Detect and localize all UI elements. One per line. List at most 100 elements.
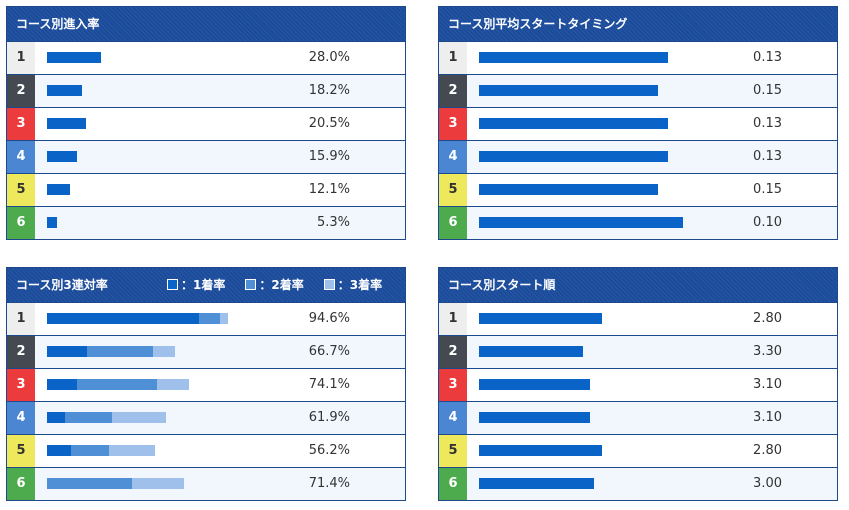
bar	[479, 346, 583, 357]
legend-second: ：2着率	[245, 268, 304, 302]
row-lane-5: 5 2.80	[439, 434, 837, 467]
value-label: 2.80	[753, 443, 782, 458]
bar	[479, 85, 658, 96]
bar-segment-2	[87, 346, 154, 357]
bar-segment-2	[76, 379, 158, 390]
bar-track	[479, 151, 709, 162]
row-lane-3: 3 3.10	[439, 368, 837, 401]
lane-number: 5	[439, 435, 467, 467]
bar-track	[47, 445, 277, 456]
row-lane-2: 2 18.2%	[7, 74, 405, 107]
bar-segment-3	[131, 478, 184, 489]
lane-number: 3	[7, 369, 35, 401]
value-label: 94.6%	[308, 311, 350, 326]
lane-number: 4	[7, 141, 35, 173]
value-label: 18.2%	[308, 83, 350, 98]
row-lane-4: 4 0.13	[439, 140, 837, 173]
row-lane-5: 5 12.1%	[7, 173, 405, 206]
bar-track	[479, 313, 709, 324]
bar-segment-1	[47, 445, 72, 456]
bar-track	[479, 379, 709, 390]
lane-number: 2	[7, 75, 35, 107]
bar-track	[47, 118, 277, 129]
lane-number: 5	[7, 174, 35, 206]
value-label: 20.5%	[308, 116, 350, 131]
legend-first: ：1着率	[167, 268, 225, 302]
lane-number: 1	[7, 42, 35, 74]
bar	[479, 445, 602, 456]
bar	[47, 85, 82, 96]
row-lane-1: 1 94.6%	[7, 302, 405, 335]
bar	[47, 151, 78, 162]
bar-track	[47, 379, 277, 390]
value-label: 56.2%	[308, 443, 350, 458]
lane-number: 4	[439, 141, 467, 173]
bar-segment-2	[47, 478, 132, 489]
bar-track	[47, 52, 277, 63]
bar-segment-3	[109, 445, 155, 456]
start-order-panel: コース別スタート順 1 2.80 2 3.30 3 3.10 4 3.10 5 2.80 6 3.00	[438, 267, 838, 501]
bar-track	[479, 346, 709, 357]
value-label: 2.80	[753, 311, 782, 326]
start-order-title: コース別スタート順	[439, 268, 837, 302]
bar-track	[47, 184, 277, 195]
row-lane-4: 4 15.9%	[7, 140, 405, 173]
value-label: 0.10	[753, 215, 782, 230]
value-label: 3.10	[753, 377, 782, 392]
bar-track	[479, 217, 709, 228]
row-lane-3: 3 74.1%	[7, 368, 405, 401]
row-lane-4: 4 61.9%	[7, 401, 405, 434]
value-label: 3.30	[753, 344, 782, 359]
bar-segment-3	[153, 346, 175, 357]
value-label: 71.4%	[308, 476, 350, 491]
value-label: 74.1%	[308, 377, 350, 392]
bar	[47, 184, 71, 195]
legend-first-swatch	[167, 279, 178, 290]
bar-segment-3	[219, 313, 229, 324]
bar	[479, 217, 684, 228]
value-label: 61.9%	[308, 410, 350, 425]
bar-segment-3	[157, 379, 190, 390]
value-label: 0.15	[753, 182, 782, 197]
bar-track	[47, 217, 277, 228]
row-lane-3: 3 0.13	[439, 107, 837, 140]
bar-track	[47, 313, 277, 324]
entry-rate-title: コース別進入率	[7, 7, 405, 41]
row-lane-5: 5 56.2%	[7, 434, 405, 467]
bar-segment-1	[47, 412, 66, 423]
bar	[479, 412, 591, 423]
lane-number: 1	[439, 42, 467, 74]
lane-number: 3	[439, 108, 467, 140]
bar-track	[479, 445, 709, 456]
legend-third-swatch	[323, 279, 335, 290]
bar-track	[479, 184, 709, 195]
bar	[47, 217, 58, 228]
lane-number: 2	[7, 336, 35, 368]
bar	[479, 151, 669, 162]
value-label: 0.13	[753, 116, 782, 131]
lane-number: 5	[439, 174, 467, 206]
bar-track	[47, 346, 277, 357]
lane-number: 6	[439, 207, 467, 239]
bar-segment-1	[47, 379, 77, 390]
value-label: 5.3%	[316, 215, 350, 230]
bar-track	[479, 478, 709, 489]
bar	[47, 52, 101, 63]
bar-track	[479, 412, 709, 423]
avg-start-timing-panel: コース別平均スタートタイミング 1 0.13 2 0.15 3 0.13 4 0.13 5 0.1…	[438, 6, 838, 240]
value-label: 3.00	[753, 476, 782, 491]
row-lane-5: 5 0.15	[439, 173, 837, 206]
value-label: 0.13	[753, 50, 782, 65]
lane-number: 3	[7, 108, 35, 140]
lane-number: 2	[439, 75, 467, 107]
row-lane-3: 3 20.5%	[7, 107, 405, 140]
row-lane-1: 1 2.80	[439, 302, 837, 335]
bar	[479, 52, 669, 63]
bar-track	[47, 412, 277, 423]
row-lane-2: 2 3.30	[439, 335, 837, 368]
bar-segment-1	[47, 313, 200, 324]
lane-number: 5	[7, 435, 35, 467]
bar-track	[47, 151, 277, 162]
value-label: 0.15	[753, 83, 782, 98]
row-lane-6: 6 3.00	[439, 467, 837, 500]
